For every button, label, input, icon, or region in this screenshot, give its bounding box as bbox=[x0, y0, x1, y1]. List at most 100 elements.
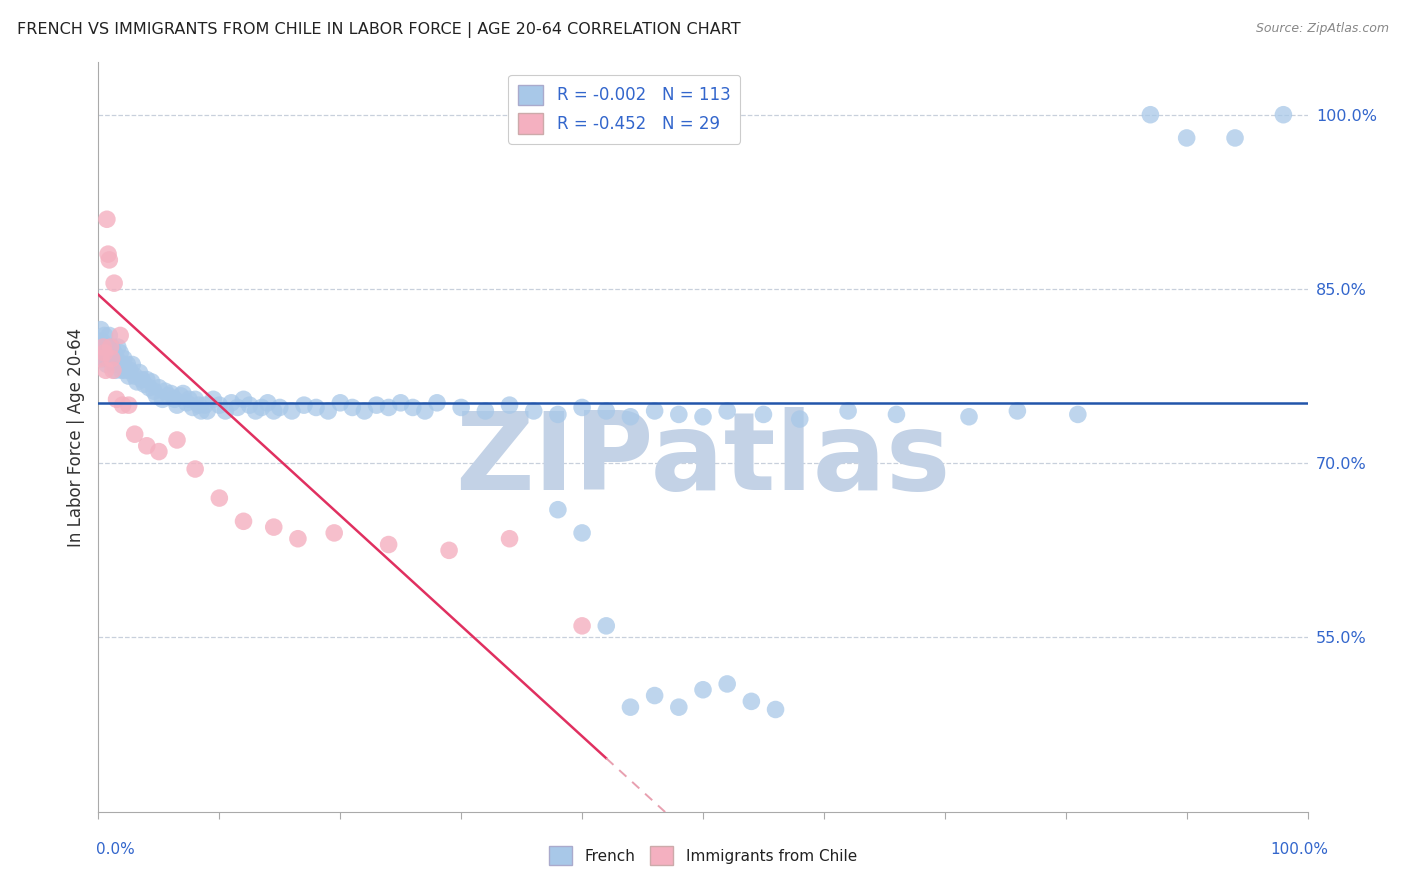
Point bbox=[402, 401, 425, 415]
Point bbox=[108, 346, 131, 360]
Point bbox=[112, 351, 135, 366]
Point bbox=[157, 389, 180, 403]
Legend: R = -0.002   N = 113, R = -0.452   N = 29: R = -0.002 N = 113, R = -0.452 N = 29 bbox=[509, 75, 741, 144]
Point bbox=[668, 408, 690, 422]
Point bbox=[740, 694, 762, 708]
Point bbox=[104, 363, 127, 377]
Point bbox=[571, 525, 593, 540]
Point bbox=[263, 404, 285, 418]
Point bbox=[143, 384, 166, 399]
Point bbox=[547, 408, 569, 422]
Point bbox=[97, 247, 120, 261]
Point bbox=[957, 409, 980, 424]
Point bbox=[118, 369, 141, 384]
Point bbox=[523, 404, 546, 418]
Point bbox=[118, 398, 141, 412]
Point bbox=[181, 401, 204, 415]
Point bbox=[103, 346, 125, 360]
Point bbox=[94, 351, 117, 366]
Point bbox=[377, 401, 399, 415]
Point bbox=[179, 392, 201, 407]
Y-axis label: In Labor Force | Age 20-64: In Labor Force | Age 20-64 bbox=[66, 327, 84, 547]
Point bbox=[110, 363, 132, 377]
Point bbox=[111, 398, 134, 412]
Point bbox=[789, 412, 811, 426]
Point bbox=[105, 392, 128, 407]
Point bbox=[202, 392, 225, 407]
Point bbox=[118, 363, 141, 377]
Point bbox=[98, 252, 121, 267]
Point bbox=[90, 351, 112, 366]
Point bbox=[765, 702, 787, 716]
Point bbox=[91, 346, 114, 360]
Point bbox=[547, 502, 569, 516]
Point bbox=[389, 396, 412, 410]
Point bbox=[256, 396, 278, 410]
Point bbox=[281, 404, 304, 418]
Point bbox=[644, 404, 666, 418]
Point bbox=[114, 363, 136, 377]
Point bbox=[232, 392, 254, 407]
Point bbox=[287, 532, 309, 546]
Point bbox=[619, 409, 641, 424]
Point bbox=[187, 398, 209, 412]
Point bbox=[250, 401, 273, 415]
Point bbox=[692, 409, 714, 424]
Point bbox=[329, 396, 352, 410]
Point bbox=[100, 340, 122, 354]
Point bbox=[1007, 404, 1029, 418]
Point bbox=[121, 358, 143, 372]
Point bbox=[342, 401, 364, 415]
Point bbox=[105, 351, 128, 366]
Text: FRENCH VS IMMIGRANTS FROM CHILE IN LABOR FORCE | AGE 20-64 CORRELATION CHART: FRENCH VS IMMIGRANTS FROM CHILE IN LABOR… bbox=[17, 22, 741, 38]
Point bbox=[128, 366, 150, 380]
Point bbox=[94, 363, 117, 377]
Point bbox=[245, 404, 267, 418]
Point bbox=[101, 363, 124, 377]
Point bbox=[353, 404, 375, 418]
Point bbox=[91, 334, 114, 349]
Text: Source: ZipAtlas.com: Source: ZipAtlas.com bbox=[1256, 22, 1389, 36]
Point bbox=[221, 396, 243, 410]
Point bbox=[232, 514, 254, 528]
Point bbox=[595, 404, 617, 418]
Point bbox=[1067, 408, 1090, 422]
Point bbox=[166, 433, 188, 447]
Point bbox=[316, 404, 339, 418]
Point bbox=[413, 404, 436, 418]
Point bbox=[91, 340, 114, 354]
Point bbox=[169, 389, 191, 403]
Point bbox=[752, 408, 775, 422]
Point bbox=[93, 346, 115, 360]
Point bbox=[214, 404, 236, 418]
Point bbox=[160, 386, 183, 401]
Point bbox=[101, 358, 124, 372]
Point bbox=[292, 398, 315, 412]
Point bbox=[195, 404, 218, 418]
Point bbox=[716, 404, 738, 418]
Point bbox=[668, 700, 690, 714]
Point bbox=[208, 491, 231, 505]
Text: ZIPatlas: ZIPatlas bbox=[456, 407, 950, 513]
Point bbox=[117, 358, 139, 372]
Point bbox=[437, 543, 460, 558]
Point bbox=[426, 396, 449, 410]
Point bbox=[172, 386, 194, 401]
Text: 0.0%: 0.0% bbox=[96, 842, 135, 856]
Point bbox=[226, 401, 249, 415]
Point bbox=[619, 700, 641, 714]
Point bbox=[208, 398, 231, 412]
Point bbox=[124, 369, 146, 384]
Point bbox=[93, 340, 115, 354]
Point bbox=[1223, 131, 1246, 145]
Point bbox=[131, 373, 153, 387]
Point bbox=[1139, 108, 1161, 122]
Point bbox=[498, 532, 520, 546]
Point bbox=[141, 375, 163, 389]
Point bbox=[886, 408, 908, 422]
Legend: French, Immigrants from Chile: French, Immigrants from Chile bbox=[543, 840, 863, 871]
Point bbox=[153, 384, 176, 399]
Point bbox=[474, 404, 496, 418]
Point bbox=[96, 212, 118, 227]
Point bbox=[108, 328, 131, 343]
